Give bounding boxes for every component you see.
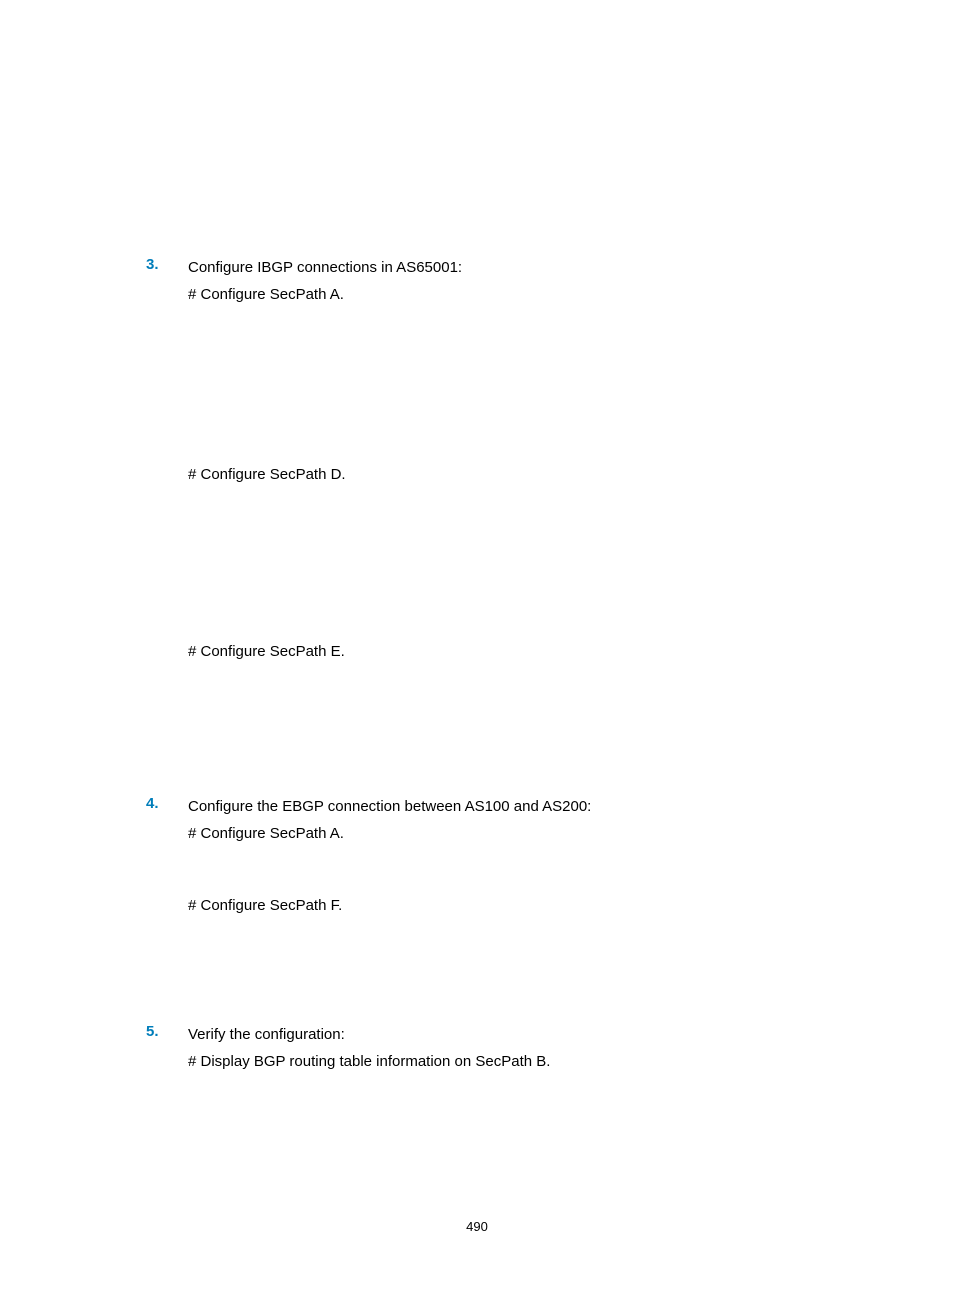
page-content: 3. Configure IBGP connections in AS65001… [146, 256, 826, 1073]
spacer [146, 917, 826, 1023]
step-5: 5. Verify the configuration: [146, 1023, 826, 1046]
step-3-sub-a: # Configure SecPath A. [188, 283, 826, 306]
step-3-number: 3. [146, 256, 188, 273]
step-3-sub-d: # Configure SecPath D. [188, 463, 826, 486]
step-5-sub-b: # Display BGP routing table information … [188, 1050, 826, 1073]
step-4: 4. Configure the EBGP connection between… [146, 795, 826, 818]
step-4-number: 4. [146, 795, 188, 812]
step-3: 3. Configure IBGP connections in AS65001… [146, 256, 826, 279]
step-4-sub-a: # Configure SecPath A. [188, 822, 826, 845]
spacer [146, 846, 826, 892]
spacer [146, 307, 826, 461]
step-5-title: Verify the configuration: [188, 1023, 826, 1046]
step-3-sub-e: # Configure SecPath E. [188, 640, 826, 663]
step-3-title: Configure IBGP connections in AS65001: [188, 256, 826, 279]
step-4-title: Configure the EBGP connection between AS… [188, 795, 826, 818]
spacer [146, 663, 826, 795]
page-number: 490 [0, 1219, 954, 1234]
spacer [146, 486, 826, 638]
step-5-number: 5. [146, 1023, 188, 1040]
step-4-sub-f: # Configure SecPath F. [188, 894, 826, 917]
